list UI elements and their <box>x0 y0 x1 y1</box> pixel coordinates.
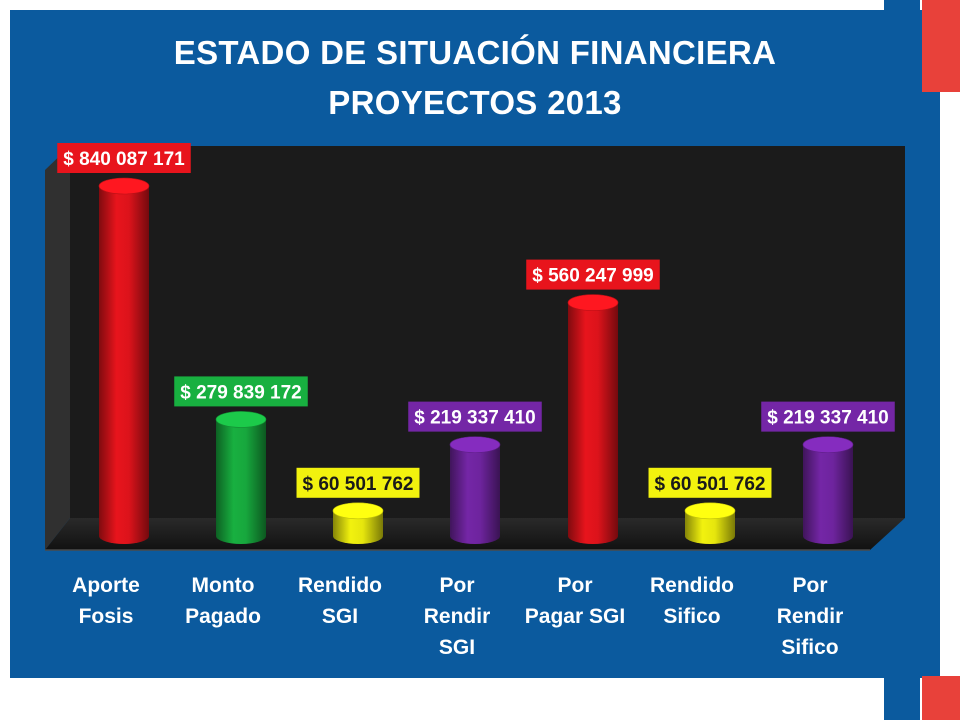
category-label-7: Por Rendir Sifico <box>755 570 865 663</box>
corner-stripe-blue <box>884 0 920 92</box>
category-label-line: Rendir <box>423 605 491 628</box>
category-label-line: Rendido <box>650 574 734 597</box>
bar-top <box>567 294 619 311</box>
data-label-1: $ 840 087 171 <box>57 143 191 173</box>
data-label-2: $ 279 839 172 <box>174 376 308 407</box>
data-label-5: $ 560 247 999 <box>526 259 660 290</box>
chart-side-wall <box>45 146 70 550</box>
category-label-1: Aporte Fosis <box>51 570 161 632</box>
category-label-line: Sifico <box>781 636 839 659</box>
bar-top <box>684 502 736 520</box>
category-label-line: Por <box>792 574 828 597</box>
bar-6 <box>684 502 736 544</box>
data-label-text: $ 560 247 999 <box>532 266 654 287</box>
category-label-4: Por Rendir SGI <box>402 570 512 663</box>
data-label-box <box>57 143 191 173</box>
data-label-box <box>408 401 542 432</box>
bar-body <box>568 302 618 544</box>
data-label-text: $ 60 501 762 <box>303 474 414 495</box>
category-label-6: Rendido Sifico <box>637 570 747 632</box>
bar-body <box>216 419 266 544</box>
category-label-line: Aporte <box>72 574 140 597</box>
data-label-box <box>526 259 660 290</box>
category-label-3: Rendido SGI <box>285 570 395 632</box>
bar-3 <box>332 502 384 544</box>
data-label-6: $ 60 501 762 <box>648 467 772 498</box>
data-label-4: $ 219 337 410 <box>408 401 542 432</box>
bottom-stripe-blue <box>884 676 920 720</box>
bar-top <box>802 436 854 453</box>
corner-stripe-red <box>922 0 960 92</box>
bar-body <box>450 444 500 544</box>
bar-top <box>215 411 267 428</box>
bar-body <box>685 510 735 544</box>
bar-5 <box>567 294 619 544</box>
bar-body <box>333 510 383 544</box>
data-label-text: $ 219 337 410 <box>414 408 536 429</box>
category-label-line: Rendido <box>298 574 382 597</box>
bar-4 <box>449 436 501 544</box>
category-label-line: SGI <box>438 636 476 659</box>
data-label-text: $ 279 839 172 <box>180 382 302 403</box>
data-label-text: $ 219 337 410 <box>767 408 889 429</box>
bottom-stripe-red <box>922 676 960 720</box>
data-label-box <box>174 376 308 407</box>
bar-2 <box>215 411 267 544</box>
category-label-line: Pagado <box>185 605 261 628</box>
bar-body <box>803 444 853 544</box>
data-label-text: $ 60 501 762 <box>655 474 766 495</box>
bar-top <box>449 436 501 453</box>
category-label-2: Monto Pagado <box>168 570 278 632</box>
data-label-text: $ 840 087 171 <box>63 149 185 170</box>
bar-top <box>98 177 150 195</box>
chart-title: ESTADO DE SITUACIÓN FINANCIERA <box>173 34 777 71</box>
chart-back-wall <box>70 146 905 518</box>
category-label-line: Sifico <box>663 605 721 628</box>
data-label-3: $ 60 501 762 <box>296 467 420 498</box>
data-label-box <box>296 467 420 498</box>
category-label-line: Pagar SGI <box>524 605 626 628</box>
bar-body <box>99 186 149 544</box>
data-label-box <box>648 467 772 498</box>
bar-top <box>332 502 384 520</box>
bar-7 <box>802 436 854 544</box>
data-label-7: $ 219 337 410 <box>761 401 895 432</box>
data-label-box <box>761 401 895 432</box>
category-label-5: Por Pagar SGI <box>520 570 630 632</box>
category-label-line: Por <box>557 574 593 597</box>
bar-1 <box>98 177 150 544</box>
category-label-line: Monto <box>191 574 255 597</box>
category-label-line: SGI <box>321 605 359 628</box>
category-label-line: Por <box>439 574 475 597</box>
category-label-line: Rendir <box>776 605 844 628</box>
category-label-line: Fosis <box>78 605 134 628</box>
chart-subtitle: PROYECTOS 2013 <box>328 84 622 121</box>
